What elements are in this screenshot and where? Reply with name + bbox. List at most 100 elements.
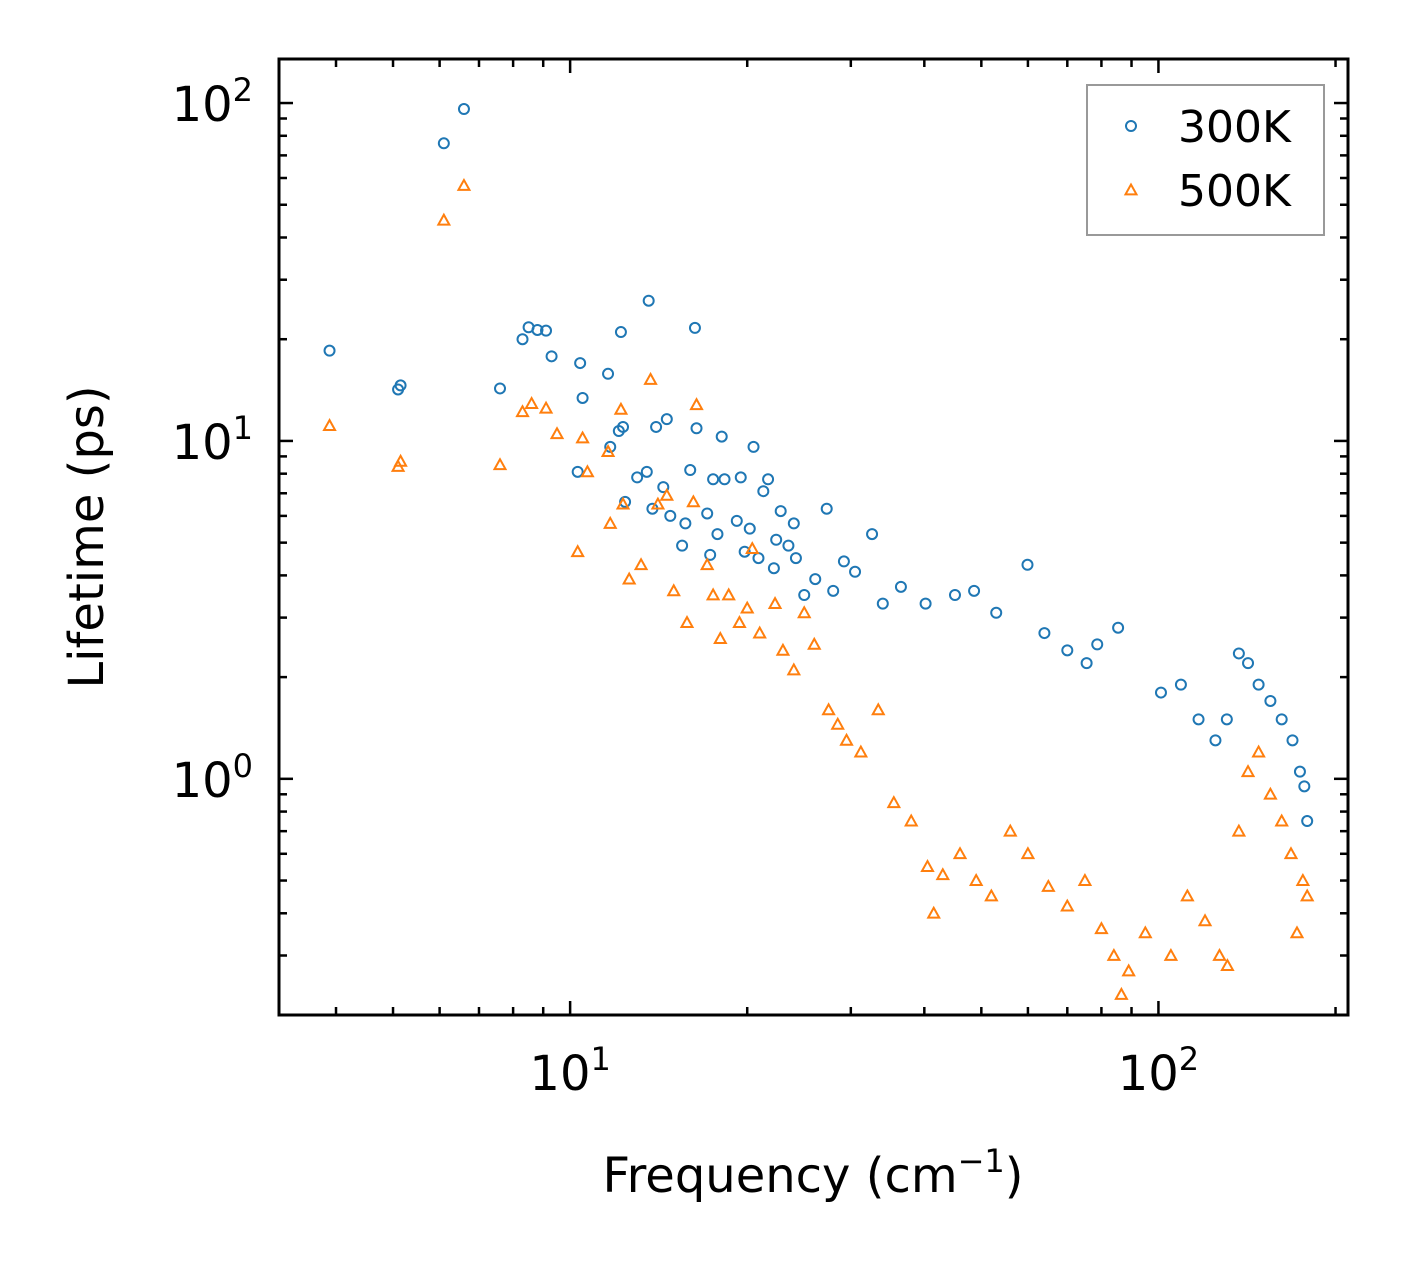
data-point-500K: [853, 744, 869, 758]
legend: 300K 500K: [1086, 84, 1325, 236]
data-point-300K: [571, 465, 584, 478]
data-point-500K: [797, 605, 812, 619]
data-point-500K: [538, 400, 554, 414]
data-point-300K: [837, 555, 850, 568]
data-point-300K: [1061, 644, 1074, 657]
data-point-500K: [1274, 813, 1289, 827]
data-point-500K: [920, 858, 935, 872]
x-tick-labels: 101 102: [529, 1040, 1199, 1102]
data-point-500K: [1094, 921, 1109, 935]
data-point-300K: [617, 420, 630, 433]
data-point-300K: [650, 420, 663, 433]
data-point-500K: [1283, 846, 1299, 860]
data-point-300K: [774, 505, 787, 518]
data-point-500K: [984, 888, 999, 902]
data-point-300K: [820, 502, 833, 515]
data-point-300K: [437, 137, 450, 150]
data-point-500K: [935, 867, 951, 881]
data-point-300K: [545, 350, 558, 363]
data-point-300K: [1091, 638, 1104, 651]
series-500K: [322, 177, 1315, 1000]
data-point-300K: [734, 471, 747, 484]
data-points: [322, 103, 1315, 1000]
data-point-300K: [664, 509, 677, 522]
data-point-500K: [1212, 947, 1227, 961]
data-point-500K: [679, 615, 695, 628]
data-point-500K: [752, 625, 767, 639]
data-point-300K: [743, 522, 756, 535]
data-point-300K: [631, 471, 644, 484]
data-point-300K: [782, 539, 795, 552]
legend-label-300K: 300K: [1178, 102, 1292, 153]
data-point-300K: [866, 528, 879, 541]
data-point-500K: [436, 212, 452, 226]
data-point-500K: [1299, 888, 1315, 902]
data-point-300K: [657, 481, 670, 494]
legend-entries: 300K 500K: [1123, 102, 1292, 217]
data-point-500K: [1106, 947, 1122, 961]
data-point-300K: [770, 533, 783, 546]
data-point-500K: [515, 404, 530, 418]
data-point-500K: [615, 496, 631, 510]
data-point-500K: [745, 541, 760, 555]
data-point-500K: [1138, 925, 1153, 939]
data-point-500K: [575, 430, 590, 444]
data-point-300K: [1112, 621, 1125, 634]
data-point-300K: [968, 584, 981, 597]
data-point-500K: [713, 631, 728, 645]
data-point-300K: [990, 606, 1003, 619]
data-point-500K: [1041, 878, 1056, 892]
x-axis-label-suffix: ): [1005, 1148, 1024, 1204]
data-point-500K: [767, 596, 783, 610]
data-point-300K: [1220, 713, 1233, 726]
data-point-300K: [1275, 713, 1288, 726]
data-point-300K: [718, 473, 731, 486]
data-point-500K: [1295, 872, 1311, 886]
data-point-300K: [1192, 713, 1205, 726]
data-point-300K: [767, 562, 780, 575]
data-point-500K: [1077, 872, 1093, 886]
y-axis-label: Lifetime (ps): [59, 385, 115, 688]
data-point-300K: [494, 382, 507, 395]
data-point-500K: [1263, 786, 1278, 800]
data-point-500K: [1114, 986, 1129, 1000]
data-point-300K: [394, 379, 407, 392]
data-point-300K: [704, 548, 717, 561]
data-point-300K: [1298, 780, 1311, 793]
data-point-500K: [1003, 823, 1018, 837]
data-point-500K: [613, 401, 629, 415]
data-point-300K: [948, 588, 961, 601]
data-point-500K: [871, 702, 886, 716]
data-point-500K: [721, 587, 736, 601]
data-point-500K: [686, 494, 701, 508]
data-point-500K: [839, 732, 854, 746]
data-point-500K: [659, 487, 675, 501]
data-point-500K: [322, 418, 337, 432]
data-point-500K: [1231, 823, 1247, 837]
data-point-300K: [1080, 657, 1093, 670]
data-point-300K: [757, 485, 770, 498]
data-point-300K: [640, 465, 653, 478]
data-point-300K: [849, 565, 862, 578]
data-point-300K: [574, 357, 587, 370]
legend-marker-300K: [1125, 120, 1137, 132]
data-point-500K: [580, 464, 595, 478]
data-point-300K: [457, 103, 470, 116]
major-ticks: [279, 59, 1348, 1015]
data-point-500K: [732, 615, 747, 628]
x-axis-label-sup: −1: [958, 1142, 1005, 1180]
data-point-300K: [1264, 694, 1277, 707]
data-point-500K: [603, 515, 618, 529]
data-point-300K: [531, 323, 544, 336]
plot-frame: [277, 57, 1350, 1017]
data-point-500K: [1240, 764, 1256, 778]
data-point-500K: [705, 587, 721, 601]
data-point-500K: [492, 457, 508, 471]
data-point-500K: [1121, 963, 1136, 977]
data-point-300K: [707, 473, 720, 486]
data-point-300K: [1232, 647, 1245, 660]
data-point-300K: [711, 528, 724, 541]
data-point-300K: [1301, 815, 1314, 828]
data-point-300K: [684, 464, 697, 477]
data-point-500K: [699, 557, 715, 571]
